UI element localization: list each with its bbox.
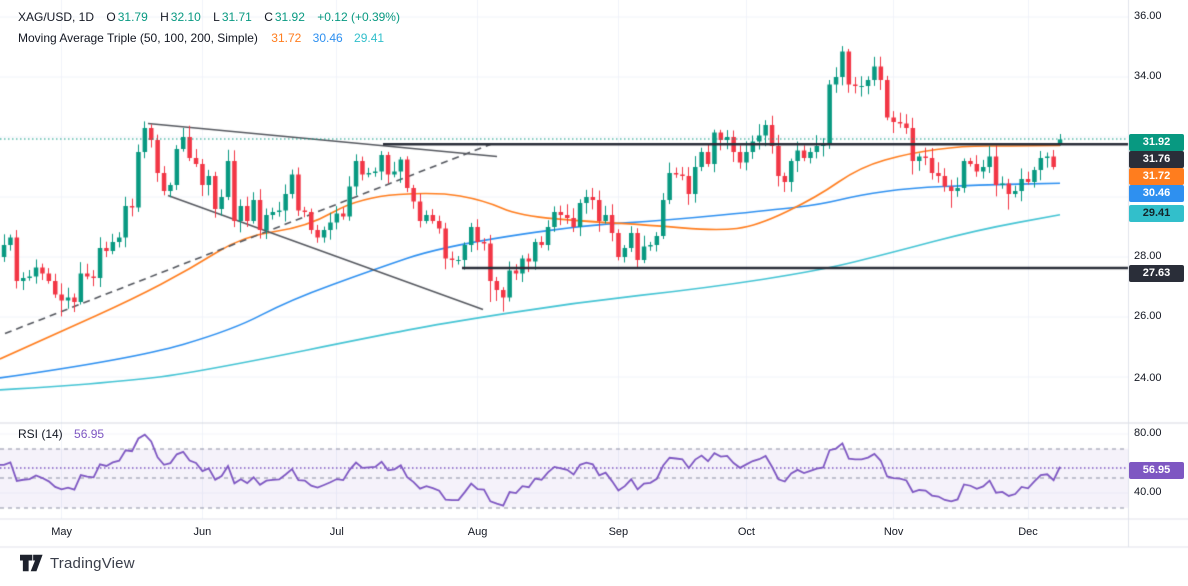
tradingview-brand-text: TradingView xyxy=(50,554,135,572)
price-axis-label: 24.00 xyxy=(1134,372,1162,384)
low-label: L xyxy=(213,10,220,24)
ma-legend-row[interactable]: Moving Average Triple (50, 100, 200, Sim… xyxy=(18,28,400,49)
open-label: O xyxy=(106,10,116,24)
change-value: +0.12 (+0.39%) xyxy=(317,10,400,24)
price-badge-31.92: 31.92 xyxy=(1129,133,1184,151)
price-axis-label: 26.00 xyxy=(1134,310,1162,322)
month-label-dec: Dec xyxy=(1018,526,1038,538)
open-value: 31.79 xyxy=(117,10,148,24)
price-axis-label: 28.00 xyxy=(1134,250,1162,262)
ma100-value: 30.46 xyxy=(312,31,343,45)
rsi-value: 56.95 xyxy=(74,427,105,441)
price-badge-31.72: 31.72 xyxy=(1129,167,1184,185)
low-value: 31.71 xyxy=(221,10,252,24)
month-label-sep: Sep xyxy=(608,526,629,538)
month-label-aug: Aug xyxy=(467,526,488,538)
month-label-may: May xyxy=(51,526,72,538)
rsi-legend-row[interactable]: RSI (14) 56.95 xyxy=(18,427,104,441)
symbol-title: XAG/USD, 1D xyxy=(18,10,95,24)
price-badge-30.46: 30.46 xyxy=(1129,184,1184,202)
time-axis[interactable]: May Jun Jul Aug Sep Oct Nov Dec xyxy=(0,519,1128,547)
ma50-value: 31.72 xyxy=(271,31,302,45)
close-label: C xyxy=(264,10,273,24)
symbol-legend-row[interactable]: XAG/USD, 1D O 31.79 H 32.10 L 31.71 C 31.92 … xyxy=(18,7,400,28)
rsi-indicator-title: RSI (14) xyxy=(18,427,63,441)
month-label-nov: Nov xyxy=(883,526,904,538)
price-badge-27.63: 27.63 xyxy=(1129,264,1184,282)
month-label-jul: Jul xyxy=(329,526,344,538)
ma200-value: 29.41 xyxy=(354,31,385,45)
rsi-badge: 56.95 xyxy=(1129,461,1184,479)
ma-indicator-title: Moving Average Triple (50, 100, 200, Sim… xyxy=(18,31,258,45)
month-label-oct: Oct xyxy=(737,526,755,538)
high-value: 32.10 xyxy=(170,10,201,24)
tradingview-mark-icon xyxy=(20,554,43,572)
rsi-axis-label: 80.00 xyxy=(1134,427,1162,439)
rsi-axis-label: 40.00 xyxy=(1134,486,1162,498)
month-label-jun: Jun xyxy=(193,526,212,538)
close-value: 31.92 xyxy=(274,10,305,24)
price-axis-label: 34.00 xyxy=(1134,70,1162,82)
price-badge-29.41: 29.41 xyxy=(1129,204,1184,222)
price-axis[interactable]: 36.00 34.00 28.00 26.00 24.00 31.92 31.76 31.72… xyxy=(1128,0,1188,547)
chart-legend: XAG/USD, 1D O 31.79 H 32.10 L 31.71 C 31.92 … xyxy=(18,7,400,49)
tradingview-logo[interactable]: TradingView xyxy=(20,553,135,573)
price-badge-31.76: 31.76 xyxy=(1129,150,1184,168)
price-axis-label: 36.00 xyxy=(1134,10,1162,22)
high-label: H xyxy=(160,10,169,24)
